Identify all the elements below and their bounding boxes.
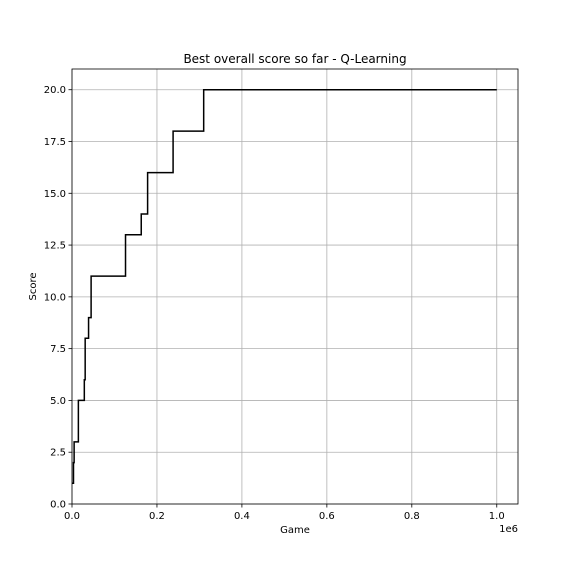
x-axis-ticks: 0.0 0.2 0.4 0.6 0.8 1.0 [64,504,505,522]
y-tick-label: 5.0 [50,396,66,407]
y-axis-ticks: 0.0 2.5 5.0 7.5 10.0 12.5 15.0 17.5 20.0 [44,85,72,511]
series-line [72,88,497,485]
y-tick-label: 20.0 [44,85,66,96]
x-tick-label: 1.0 [489,511,505,522]
y-axis-label: Score [28,272,39,300]
x-tick-label: 0.2 [149,511,165,522]
x-tick-label: 0.0 [64,511,80,522]
y-tick-label: 17.5 [44,137,66,148]
x-axis-offset-text: 1e6 [499,524,518,535]
y-tick-label: 2.5 [50,448,66,459]
x-axis-label: Game [280,525,310,536]
y-tick-label: 10.0 [44,292,66,303]
y-tick-label: 12.5 [44,241,66,252]
y-tick-label: 15.0 [44,189,66,200]
chart-title: Best overall score so far - Q-Learning [183,52,406,66]
plot-area-frame [71,68,519,505]
x-tick-label: 0.4 [234,511,250,522]
y-tick-label: 0.0 [50,500,66,511]
y-tick-label: 7.5 [50,344,66,355]
series-layer [72,88,497,485]
x-tick-label: 0.8 [404,511,420,522]
grid-lines [71,69,518,505]
x-tick-label: 0.6 [319,511,335,522]
